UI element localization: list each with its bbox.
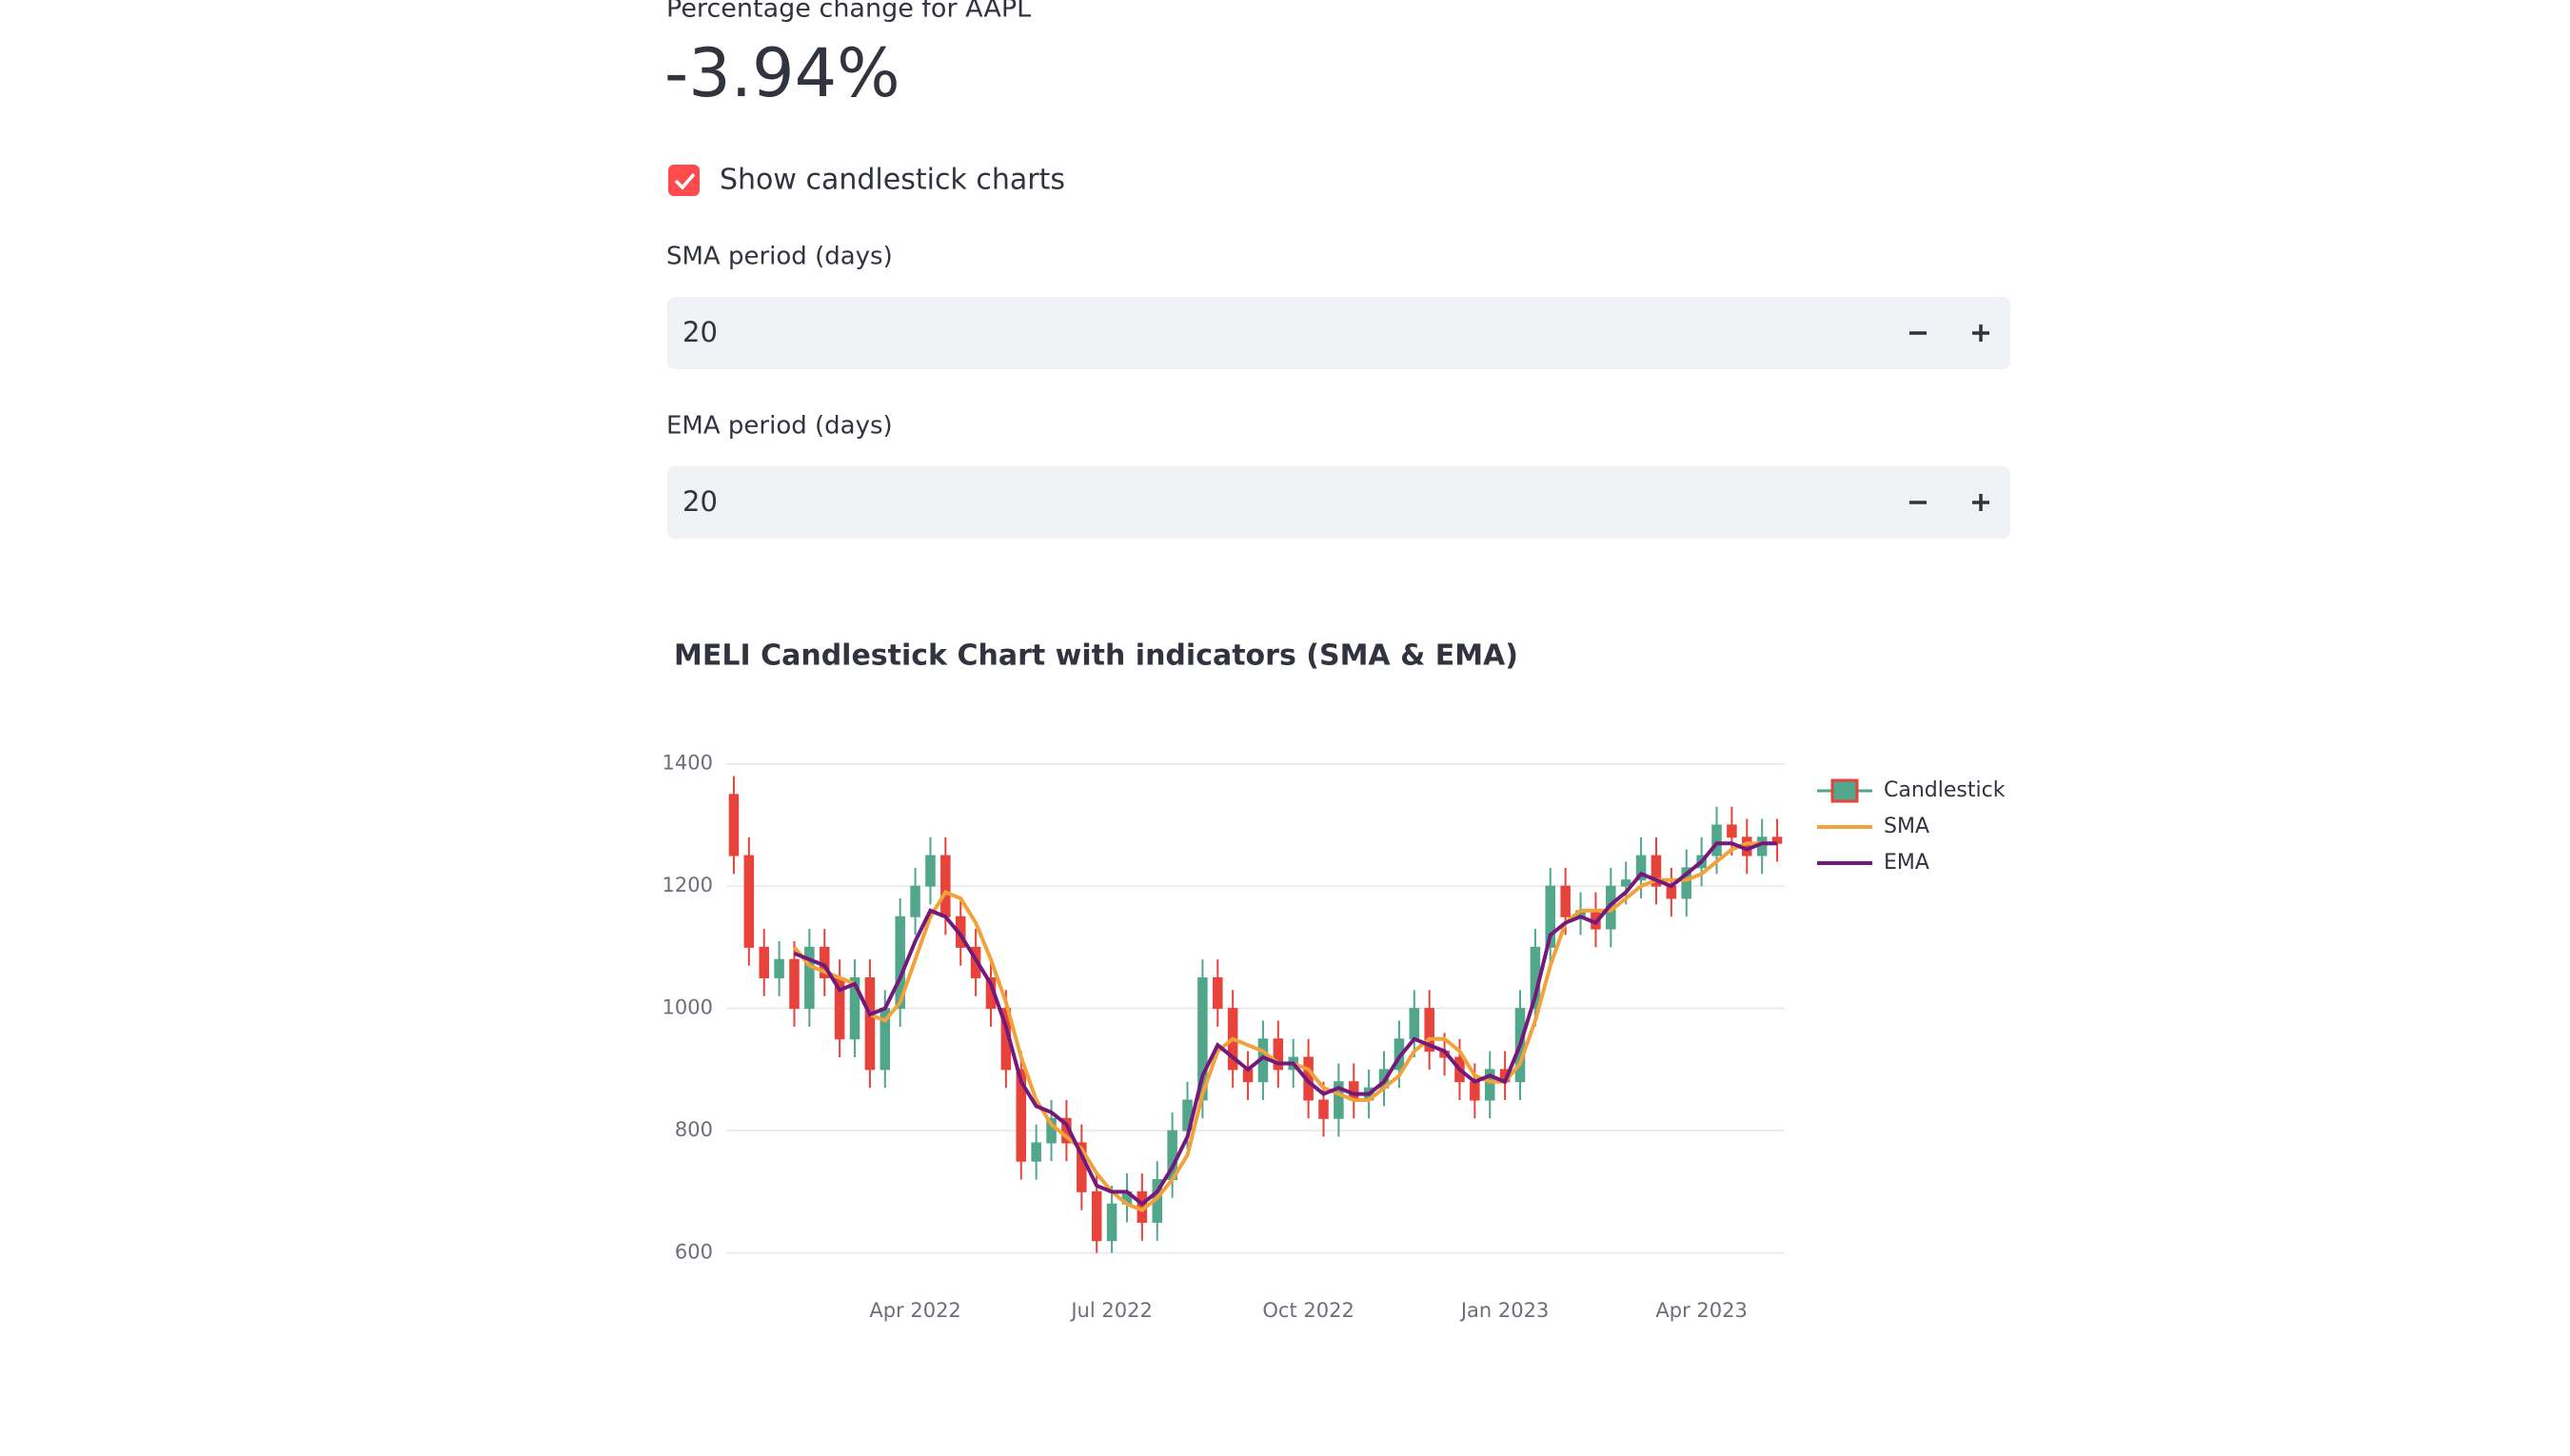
increment-button[interactable] bbox=[1972, 494, 1989, 511]
candle-body bbox=[1409, 1008, 1420, 1040]
legend-label: Candlestick bbox=[1884, 778, 2006, 802]
candle-body bbox=[1681, 867, 1692, 899]
y-tick-label: 600 bbox=[675, 1241, 713, 1264]
y-tick-label: 1200 bbox=[662, 874, 713, 896]
x-tick-label: Jul 2022 bbox=[1069, 1299, 1152, 1322]
chart-title: MELI Candlestick Chart with indicators (… bbox=[674, 639, 1518, 673]
metric-value: -3.94% bbox=[664, 34, 900, 112]
input-value[interactable]: 20 bbox=[682, 485, 718, 518]
candle-body bbox=[759, 946, 769, 979]
candle-body bbox=[864, 977, 876, 1071]
indicator-line bbox=[793, 841, 1778, 1207]
checkbox[interactable] bbox=[668, 165, 700, 196]
number-input[interactable] bbox=[667, 466, 2010, 539]
candle-body bbox=[789, 958, 800, 1010]
metric-label: Percentage change for AAPL bbox=[666, 0, 1031, 24]
candle-body bbox=[1334, 1081, 1344, 1119]
checkmark bbox=[674, 172, 696, 190]
x-tick-label: Oct 2022 bbox=[1262, 1299, 1354, 1322]
x-tick-label: Apr 2023 bbox=[1655, 1299, 1747, 1322]
candle-body bbox=[1560, 885, 1571, 917]
candle-body bbox=[1273, 1038, 1284, 1071]
x-tick-label: Apr 2022 bbox=[869, 1299, 960, 1322]
legend-label: EMA bbox=[1884, 851, 1929, 875]
candle-body bbox=[804, 946, 815, 1010]
y-tick-label: 800 bbox=[675, 1118, 713, 1141]
candle-body bbox=[1016, 1069, 1027, 1162]
number-input[interactable] bbox=[667, 297, 2010, 369]
candle-body bbox=[925, 855, 936, 887]
candle-body bbox=[1545, 885, 1556, 948]
candle-body bbox=[1213, 977, 1223, 1010]
candle-body bbox=[1727, 824, 1737, 838]
candle-body bbox=[1711, 824, 1722, 856]
candle-body bbox=[1106, 1203, 1117, 1242]
input-value[interactable]: 20 bbox=[682, 316, 718, 348]
candle-body bbox=[1620, 879, 1631, 887]
y-tick-label: 1000 bbox=[662, 996, 713, 1019]
candle-body bbox=[728, 794, 740, 856]
input-label: EMA period (days) bbox=[666, 412, 893, 441]
candle-body bbox=[1635, 855, 1647, 881]
candle-body bbox=[1031, 1142, 1041, 1162]
x-tick-label: Jan 2023 bbox=[1459, 1299, 1550, 1322]
checkbox-label[interactable]: Show candlestick charts bbox=[720, 164, 1065, 197]
candle-body bbox=[1470, 1081, 1480, 1101]
candle-body bbox=[940, 855, 951, 917]
candle-body bbox=[774, 958, 784, 979]
candle-body bbox=[1091, 1190, 1102, 1242]
candle-body bbox=[743, 855, 755, 948]
increment-button[interactable] bbox=[1972, 325, 1989, 342]
legend-symbol bbox=[1830, 778, 1859, 803]
candle-body bbox=[1318, 1099, 1329, 1119]
candle-body bbox=[1484, 1069, 1495, 1101]
indicator-line bbox=[792, 841, 1778, 1212]
candle-body bbox=[849, 977, 860, 1040]
candle-body bbox=[1424, 1008, 1434, 1053]
candle-body bbox=[1651, 855, 1662, 887]
y-tick-label: 1400 bbox=[662, 752, 713, 775]
input-label: SMA period (days) bbox=[666, 243, 893, 271]
legend-label: SMA bbox=[1884, 815, 1929, 838]
candle-body bbox=[910, 885, 920, 917]
